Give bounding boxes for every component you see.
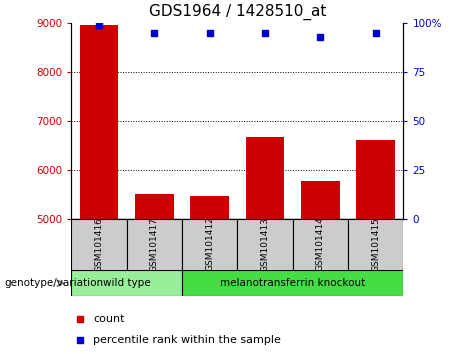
Bar [135, 194, 174, 219]
Text: wild type: wild type [103, 278, 151, 288]
Bar [71, 270, 182, 296]
Bar [71, 219, 127, 271]
Text: genotype/variation: genotype/variation [5, 278, 104, 288]
Bar [80, 25, 118, 219]
Text: percentile rank within the sample: percentile rank within the sample [93, 335, 281, 345]
Bar [301, 181, 340, 219]
Point [206, 30, 213, 36]
Bar [293, 219, 348, 271]
Bar [246, 137, 284, 219]
Point [317, 34, 324, 40]
Text: GSM101416: GSM101416 [95, 217, 104, 272]
Point [309, 230, 317, 235]
Point [261, 30, 269, 36]
Point [151, 30, 158, 36]
Bar [348, 219, 403, 271]
Bar [237, 219, 293, 271]
Text: count: count [93, 314, 124, 324]
Bar [182, 219, 237, 271]
Text: GSM101413: GSM101413 [260, 217, 270, 272]
Text: GSM101414: GSM101414 [316, 217, 325, 272]
Bar [127, 219, 182, 271]
Text: GSM101415: GSM101415 [371, 217, 380, 272]
Point [309, 37, 317, 42]
Text: GSM101417: GSM101417 [150, 217, 159, 272]
Point [372, 30, 379, 36]
Bar [356, 140, 395, 219]
Point [95, 22, 103, 28]
Bar [182, 270, 403, 296]
Text: melanotransferrin knockout: melanotransferrin knockout [220, 278, 366, 288]
Title: GDS1964 / 1428510_at: GDS1964 / 1428510_at [149, 4, 326, 20]
Bar [190, 196, 229, 219]
Text: GSM101412: GSM101412 [205, 217, 214, 272]
